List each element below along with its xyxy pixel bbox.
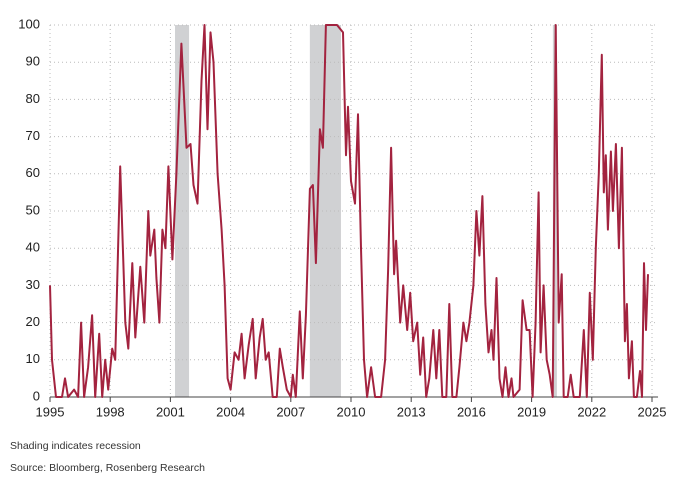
y-tick-label: 80 — [26, 91, 40, 106]
source-note: Source: Bloomberg, Rosenberg Research — [10, 462, 205, 474]
y-tick-label: 20 — [26, 314, 40, 329]
x-tick-label: 1998 — [96, 404, 125, 419]
y-tick-label: 70 — [26, 128, 40, 143]
y-tick-label: 60 — [26, 165, 40, 180]
y-tick-label: 30 — [26, 277, 40, 292]
y-tick-label: 40 — [26, 240, 40, 255]
y-tick-label: 50 — [26, 202, 40, 217]
x-tick-label: 2022 — [577, 404, 606, 419]
data-line — [49, 24, 649, 398]
x-tick-label: 2007 — [276, 404, 305, 419]
y-tick-label: 10 — [26, 351, 40, 366]
y-tick-label: 0 — [33, 388, 40, 403]
x-tick-label: 2004 — [216, 404, 245, 419]
recession-band — [309, 25, 341, 397]
x-tick-label: 2025 — [638, 404, 667, 419]
y-tick-label: 90 — [26, 54, 40, 69]
x-tick-label: 2001 — [156, 404, 185, 419]
x-tick-label: 2019 — [517, 404, 546, 419]
recession-note: Shading indicates recession — [10, 440, 141, 452]
x-tick-label: 1995 — [36, 404, 65, 419]
x-tick-label: 2016 — [457, 404, 486, 419]
x-tick-label: 2010 — [337, 404, 366, 419]
x-tick-label: 2013 — [397, 404, 426, 419]
y-tick-label: 100 — [18, 16, 40, 31]
